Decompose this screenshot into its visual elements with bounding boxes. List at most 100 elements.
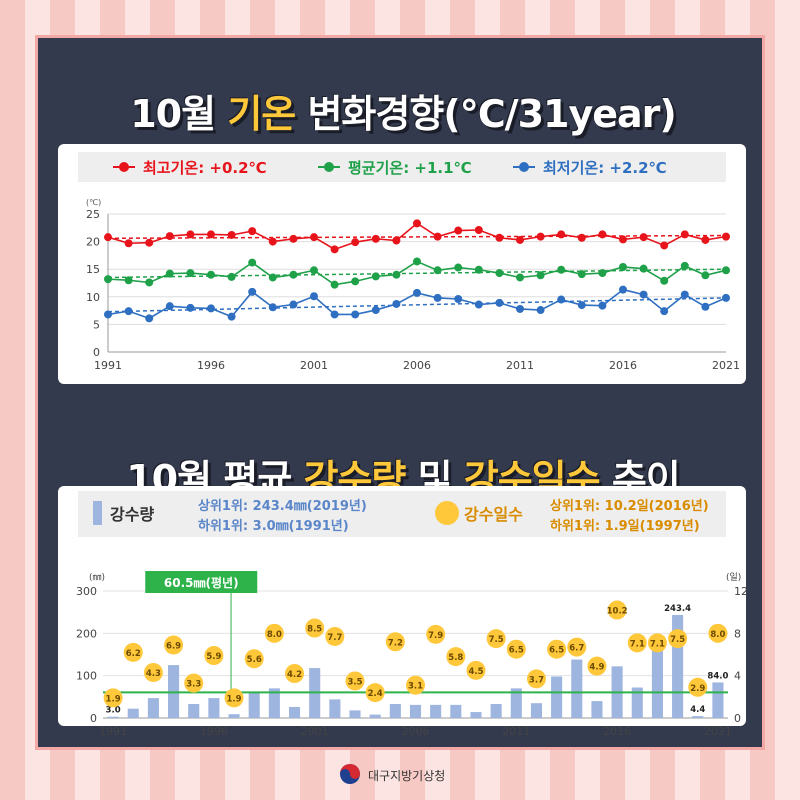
data-point-1 — [516, 273, 524, 282]
days-legend-label: 강수일수 — [464, 505, 523, 524]
rain-days-bubble — [385, 632, 405, 652]
data-point-1 — [495, 269, 504, 278]
data-point-2 — [351, 310, 360, 319]
data-point-1 — [207, 270, 215, 279]
precip-bar — [329, 699, 341, 718]
normal-callout-box — [145, 571, 258, 593]
data-point-1 — [248, 258, 257, 267]
rain-days-label: 7.1 — [630, 639, 645, 649]
data-point-1 — [619, 262, 627, 271]
rain-days-bubble — [264, 623, 284, 643]
rain-days-label: 10.2 — [607, 607, 628, 617]
data-point-0 — [104, 233, 112, 242]
data-point-1 — [186, 269, 195, 278]
data-point-1 — [145, 278, 154, 287]
rain-days-label: 7.5 — [670, 635, 685, 645]
y-tick-label: 15 — [86, 263, 100, 276]
rain-days-label: 2.9 — [690, 684, 705, 694]
title1-suffix: 변화경향(℃/31year) — [295, 92, 676, 136]
data-point-1 — [165, 269, 174, 278]
data-point-2 — [557, 295, 566, 304]
precip-bar — [349, 710, 361, 718]
data-point-0 — [619, 235, 627, 244]
x-tick-label: 1991 — [94, 359, 122, 372]
data-point-0 — [577, 233, 586, 242]
infographic-board: 10월 기온 변화경향(℃/31year) 최고기온: +0.2℃ 평균기온: +… — [35, 35, 765, 750]
data-point-0 — [289, 234, 298, 243]
rain-days-label: 8.0 — [710, 630, 725, 640]
rain-days-bubble — [647, 633, 667, 653]
y-tick-label: 0 — [93, 346, 100, 359]
rain-days-label: 7.2 — [388, 638, 403, 648]
precip-bar — [248, 692, 260, 718]
x-tick-label: 1991 — [99, 725, 127, 738]
rain-days-bubble — [123, 642, 143, 662]
rain-days-label: 7.1 — [650, 639, 665, 649]
rain-days-bubble — [587, 656, 607, 676]
precip-bar — [672, 614, 684, 718]
legend-label-0: 최고기온: +0.2℃ — [143, 159, 267, 177]
footer — [340, 764, 360, 784]
precip-bar-label: 4.4 — [690, 705, 705, 715]
precipitation-chart: 강수량 상위1위: 243.4㎜(2019년) 하위1위: 3.0㎜(1991년) 강… — [76, 491, 748, 738]
data-point-0 — [722, 232, 730, 241]
data-point-0 — [495, 233, 504, 242]
data-point-1 — [310, 266, 318, 275]
data-point-2 — [145, 314, 154, 323]
rain-days-bubble — [526, 669, 546, 689]
data-point-2 — [660, 307, 669, 316]
legend-label-2: 최저기온: +2.2℃ — [543, 159, 667, 177]
rain-days-label: 6.5 — [509, 646, 524, 656]
rain-days-label: 4.2 — [287, 670, 302, 680]
data-point-1 — [598, 269, 607, 278]
days-bottom-rank: 하위1위: 1.9일(1997년) — [550, 518, 700, 534]
data-point-0 — [371, 234, 380, 243]
data-point-1 — [268, 273, 277, 282]
data-point-2 — [433, 293, 442, 302]
x-tick-label: 2021 — [712, 359, 740, 372]
precip-bar-label: 3.0 — [106, 706, 121, 716]
rain-days-label: 6.2 — [126, 649, 141, 659]
rain-days-label: 8.0 — [267, 630, 282, 640]
rain-days-label: 8.5 — [307, 625, 322, 635]
precip-bar — [692, 716, 704, 718]
precip-bar — [631, 687, 643, 718]
x-tick-label: 2006 — [402, 725, 430, 738]
precip-bar — [510, 688, 522, 718]
precip-bar — [228, 714, 240, 718]
x-tick-label: 2011 — [506, 359, 534, 372]
data-point-1 — [557, 265, 566, 274]
precipitation-chart-panel: 강수량 상위1위: 243.4㎜(2019년) 하위1위: 3.0㎜(1991년) 강… — [58, 486, 748, 738]
kma-logo-icon — [340, 764, 360, 784]
rain-top-rank: 상위1위: 243.4㎜(2019년) — [198, 499, 367, 514]
rain-days-label: 5.8 — [448, 653, 463, 663]
x-tick-label: 1996 — [200, 725, 228, 738]
rain-days-bubble — [607, 600, 627, 620]
data-point-0 — [413, 219, 421, 228]
data-point-2 — [371, 306, 380, 315]
days-top-rank: 상위1위: 10.2일(2016년) — [550, 499, 709, 514]
rain-days-label: 7.5 — [489, 635, 504, 645]
data-point-2 — [474, 300, 483, 309]
data-point-0 — [207, 230, 215, 239]
rain-days-label: 4.9 — [589, 663, 604, 673]
data-point-2 — [536, 306, 545, 315]
data-point-0 — [186, 230, 195, 239]
data-point-1 — [660, 276, 669, 285]
rain-days-bubble — [345, 671, 365, 691]
data-point-0 — [145, 238, 154, 247]
precip-bar — [147, 698, 159, 718]
data-point-2 — [207, 304, 215, 313]
rain-days-bubble — [446, 647, 466, 667]
rain-days-label: 2.4 — [368, 689, 383, 699]
rain-days-bubble — [285, 664, 305, 684]
data-point-1 — [289, 270, 298, 279]
data-point-1 — [577, 270, 586, 279]
y-tick-label: 20 — [86, 236, 100, 249]
rain-days-bubble — [103, 688, 123, 708]
data-point-0 — [660, 241, 669, 250]
precip-bar — [107, 716, 119, 718]
title1-highlight: 기온 — [227, 92, 296, 136]
legend-marker-1 — [324, 162, 334, 172]
precip-bar — [651, 648, 663, 718]
